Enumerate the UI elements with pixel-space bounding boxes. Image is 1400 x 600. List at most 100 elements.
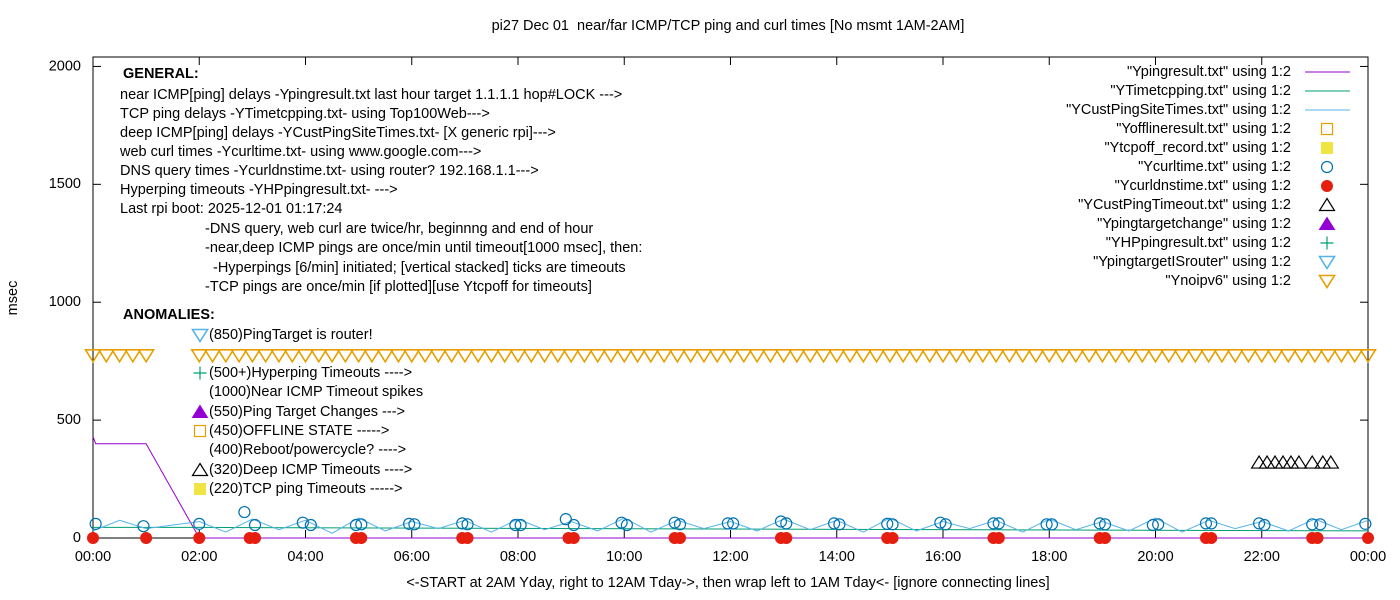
x-tick-label: 18:00: [1031, 549, 1067, 565]
legend-label: "YHPpingresult.txt" using 1:2: [1106, 235, 1291, 251]
point: [193, 517, 206, 530]
note: (320)Deep ICMP Timeouts ---->: [209, 462, 412, 478]
x-axis-label: <-START at 2AM Yday, right to 12AM Tday-…: [406, 575, 1049, 591]
point: [402, 517, 416, 530]
point: [1252, 348, 1271, 364]
legend-label: "YpingtargetISrouter" using 1:2: [1093, 254, 1291, 270]
point: [110, 348, 129, 364]
point: [1152, 518, 1165, 531]
x-tick-label: 08:00: [500, 549, 536, 565]
point: [137, 348, 156, 364]
point: [296, 348, 315, 364]
x-tick-label: 12:00: [712, 549, 748, 565]
point: [1362, 532, 1374, 544]
point: [1173, 348, 1192, 364]
point: [1000, 348, 1019, 364]
point: [575, 348, 594, 364]
point: [1186, 348, 1205, 364]
y-tick-label: 1000: [49, 294, 81, 310]
y-tick-label: 1500: [49, 176, 81, 192]
note: -DNS query, web curl are twice/hr, begin…: [205, 221, 593, 237]
point: [349, 518, 363, 532]
point: [801, 348, 820, 364]
point: [833, 518, 846, 531]
x-tick-label: 04:00: [287, 549, 323, 565]
point: [920, 348, 939, 364]
note: (550)Ping Target Changes --->: [209, 404, 405, 420]
legend-swatch: [1318, 274, 1336, 290]
point: [1106, 348, 1125, 364]
point: [1045, 518, 1059, 531]
note: TCP ping delays -YTimetcpping.txt- using…: [120, 106, 490, 122]
point: [1252, 517, 1266, 530]
point: [774, 515, 788, 528]
point: [283, 348, 302, 364]
point: [1319, 348, 1338, 364]
point: [934, 516, 947, 529]
point: [881, 517, 894, 530]
note: near ICMP[ping] delays -Ypingresult.txt …: [120, 87, 622, 103]
point: [774, 348, 793, 364]
point: [939, 518, 952, 531]
note: -TCP pings are once/min [if plotted][use…: [205, 279, 592, 295]
point: [238, 505, 251, 519]
point: [628, 348, 647, 364]
note: (500+)Hyperping Timeouts ---->: [209, 365, 412, 381]
point: [402, 348, 421, 364]
point: [456, 517, 469, 530]
note: -near,deep ICMP pings are once/min until…: [205, 240, 642, 256]
note-icon: [191, 404, 209, 418]
x-tick-label: 02:00: [181, 549, 217, 565]
point: [960, 348, 979, 364]
note-heading: ANOMALIES:: [123, 307, 215, 323]
legend-swatch: [1320, 160, 1334, 174]
point: [1099, 532, 1112, 544]
point: [1239, 348, 1258, 364]
point: [1053, 348, 1072, 364]
point: [1146, 518, 1159, 532]
point: [761, 348, 780, 364]
legend-swatch: [1318, 216, 1336, 230]
point: [894, 348, 913, 364]
point: [1332, 348, 1351, 364]
note-icon: [193, 366, 207, 380]
point: [973, 348, 992, 364]
note: (450)OFFLINE STATE ----->: [209, 423, 389, 439]
legend-swatch: [1320, 236, 1334, 250]
point: [1314, 518, 1327, 531]
point: [535, 348, 554, 364]
point: [1266, 454, 1284, 469]
point: [987, 517, 1000, 530]
point: [455, 348, 474, 364]
point: [673, 518, 687, 531]
note-icon: [193, 424, 207, 438]
y-tick-label: 500: [57, 412, 81, 428]
note: DNS query times -Ycurldnstime.txt- using…: [120, 163, 539, 179]
point: [1205, 532, 1218, 544]
point: [841, 348, 859, 364]
note: Last rpi boot: 2025-12-01 01:17:24: [120, 201, 343, 217]
point: [140, 532, 153, 544]
point: [509, 518, 522, 532]
point: [216, 348, 235, 364]
point: [1093, 348, 1112, 364]
point: [674, 532, 687, 544]
point: [992, 532, 1005, 544]
point: [1040, 518, 1053, 531]
point: [349, 348, 368, 364]
point: [780, 517, 793, 530]
point: [123, 348, 142, 364]
point: [1322, 454, 1340, 469]
point: [907, 348, 926, 364]
point: [1226, 348, 1245, 364]
legend-swatch: [1318, 197, 1336, 212]
point: [1314, 454, 1332, 469]
point: [827, 348, 846, 364]
legend-label: "Ypingresult.txt" using 1:2: [1127, 64, 1291, 80]
point: [355, 518, 368, 531]
note: deep ICMP[ping] delays -YCustPingSiteTim…: [120, 125, 556, 141]
point: [482, 348, 501, 364]
legend-label: "Ytcpoff_record.txt" using 1:2: [1104, 140, 1291, 156]
legend-label: "YCustPingSiteTimes.txt" using 1:2: [1066, 102, 1291, 118]
point: [668, 348, 687, 364]
